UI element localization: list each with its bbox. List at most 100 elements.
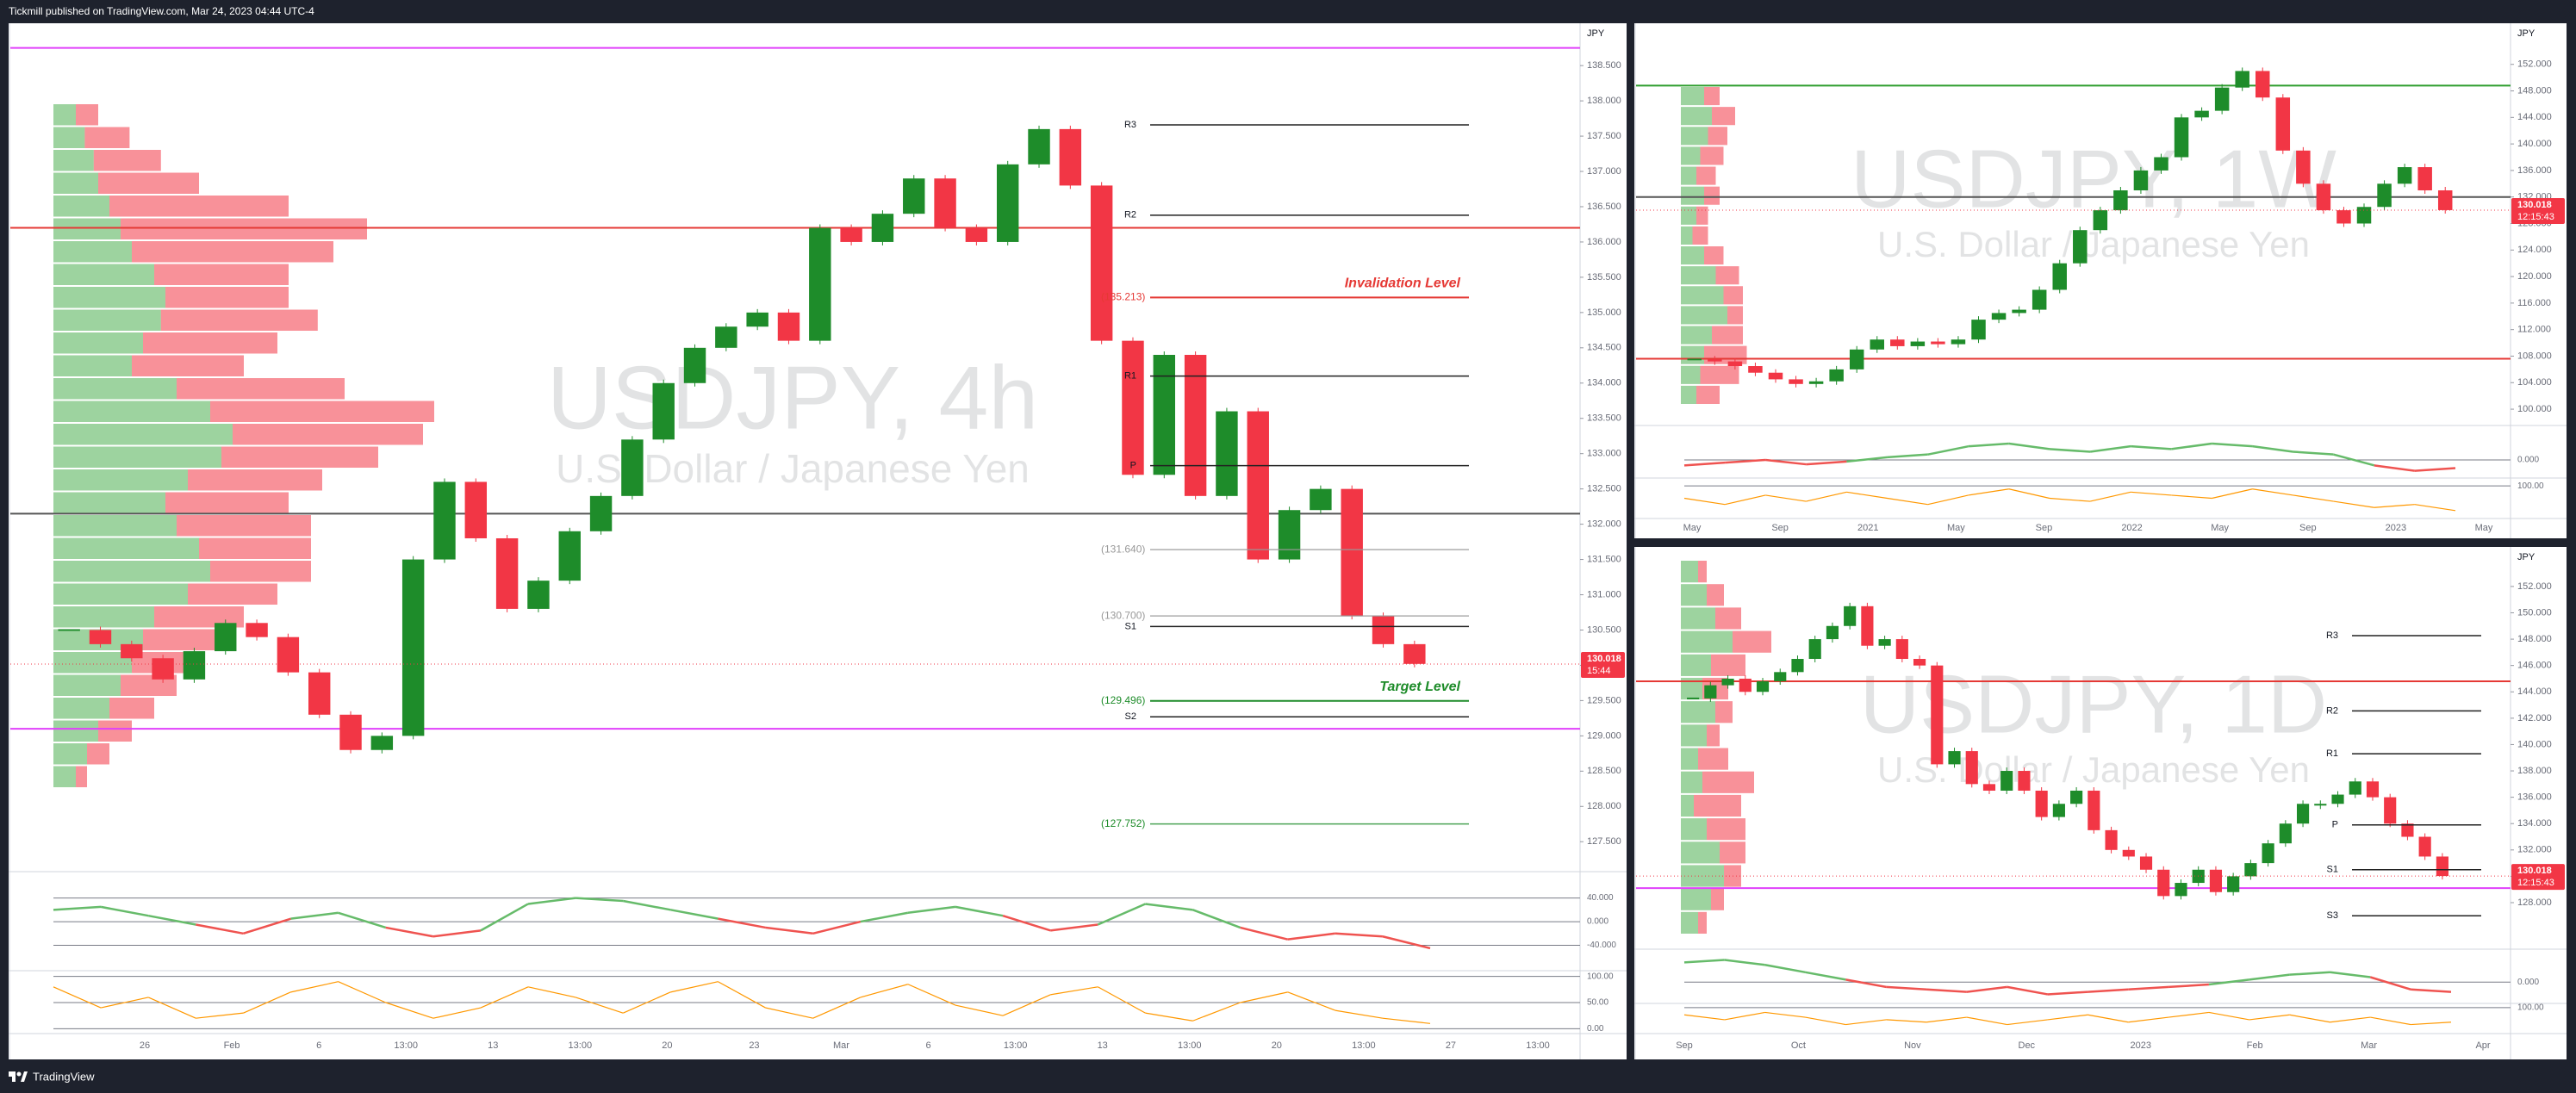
y-tick-label: 144.000	[2517, 686, 2552, 697]
countdown-label: 15:44	[1587, 666, 1611, 676]
stochastic-line	[1764, 1011, 1806, 1018]
momentum-line	[1846, 456, 1888, 463]
volume-profile-up	[53, 698, 109, 719]
y-tick-label: 129.000	[1587, 730, 1621, 741]
volume-profile-up	[53, 401, 210, 422]
candle	[1895, 639, 1908, 660]
momentum-line	[1764, 964, 1806, 974]
candle	[1748, 366, 1763, 373]
momentum-line	[2333, 453, 2375, 467]
stochastic-line	[1683, 497, 1726, 506]
volume-profile-up	[53, 583, 188, 605]
candle	[2275, 97, 2291, 151]
candle	[1878, 639, 1891, 646]
volume-profile-up	[53, 218, 121, 239]
currency-label: JPY	[1587, 28, 1605, 39]
chart-panel: USDJPY, 1WU.S. Dollar / Japanese Yen JPY 1…	[1634, 23, 2567, 538]
volume-profile-down	[165, 492, 289, 513]
stochastic-line	[1846, 491, 1888, 500]
momentum-line	[812, 920, 862, 935]
publisher-line: Tickmill published on TradingView.com, M…	[9, 5, 314, 17]
candle	[1931, 665, 1944, 765]
stochastic-line	[860, 984, 909, 998]
level-label: S1	[1125, 621, 1136, 631]
y-tick-label: 135.000	[1587, 307, 1621, 318]
y-tick-label: 131.500	[1587, 554, 1621, 564]
volume-profile-up	[1681, 326, 1712, 345]
volume-profile-down	[221, 446, 378, 468]
momentum-line	[1683, 461, 1726, 467]
stochastic-line	[338, 981, 386, 1003]
volume-profile-down	[93, 150, 161, 171]
price-tag: (127.752)	[1101, 817, 1145, 829]
volume-profile-down	[165, 287, 289, 308]
momentum-line	[907, 905, 956, 915]
volume-profile-down	[1707, 584, 1724, 606]
volume-profile-down	[109, 196, 289, 217]
candle	[2012, 309, 2026, 314]
candle	[277, 637, 300, 673]
stochastic-line	[1724, 494, 1766, 506]
candle	[1184, 355, 1207, 496]
momentum-line	[1968, 442, 2009, 448]
volume-profile-up	[1681, 841, 1720, 864]
volume-profile-down	[1700, 365, 1739, 384]
volume-profile-up	[53, 446, 221, 468]
currency-label: JPY	[2517, 552, 2536, 562]
momentum-line	[480, 903, 529, 932]
stochastic-line	[1335, 1009, 1383, 1019]
y-tick-label: 144.000	[2517, 112, 2552, 122]
candle	[2209, 869, 2223, 892]
stochastic-line	[2131, 491, 2172, 496]
stochastic-line	[196, 1012, 244, 1019]
volume-profile-down	[1702, 771, 1754, 793]
momentum-line	[385, 926, 434, 938]
stochastic-line	[1192, 1002, 1241, 1022]
momentum-line	[2212, 442, 2253, 448]
panel-background	[1634, 23, 2567, 538]
volume-profile-up	[53, 720, 98, 742]
candle	[934, 178, 956, 228]
candle	[1948, 751, 1961, 765]
candle	[1829, 369, 1844, 382]
level-note: Target Level	[1379, 680, 1460, 694]
candle	[2032, 289, 2047, 310]
volume-profile-up	[53, 537, 199, 559]
countdown-label: 12:15:43	[2517, 212, 2554, 222]
candle	[1931, 341, 1945, 345]
y-tick-label: 136.000	[2517, 165, 2552, 176]
volume-profile-down	[1707, 724, 1720, 747]
y-tick-label: 120.000	[2517, 271, 2552, 282]
momentum-line	[860, 911, 909, 923]
momentum-line	[1192, 909, 1241, 929]
y-tick-label: 132.500	[1587, 484, 1621, 494]
stochastic-line	[812, 997, 862, 1019]
stochastic-line	[2008, 488, 2050, 500]
candle	[308, 672, 331, 715]
stochastic-line	[2128, 1016, 2169, 1023]
stochastic-line	[2330, 1016, 2371, 1023]
stochastic-line	[2333, 500, 2374, 508]
volume-profile-down	[1707, 818, 1745, 841]
volume-profile-up	[1681, 654, 1711, 676]
momentum-line	[1382, 935, 1431, 950]
volume-profile-down	[87, 743, 109, 765]
stochastic-line	[670, 981, 719, 993]
last-price-label: 130.018	[1587, 654, 1621, 664]
volume-profile-up	[53, 172, 98, 194]
y-tick-label: 142.000	[2517, 713, 2552, 723]
x-tick-label: 2022	[2121, 523, 2142, 533]
brand[interactable]: TradingView	[33, 1070, 95, 1083]
candle	[1247, 411, 1269, 560]
y-tick-label: 138.000	[1587, 96, 1621, 106]
last-price-tag	[2511, 864, 2565, 891]
level-label: S3	[2327, 910, 2338, 921]
symbol-watermark: USDJPY, 1D	[1860, 658, 2327, 750]
volume-profile-down	[98, 720, 132, 742]
stochastic-line	[1765, 494, 1807, 502]
x-tick-label: 20	[662, 1040, 672, 1051]
candle	[2349, 781, 2361, 795]
stochastic-line	[1382, 1017, 1431, 1024]
volume-profile-down	[132, 241, 333, 263]
candle	[1727, 361, 1743, 367]
